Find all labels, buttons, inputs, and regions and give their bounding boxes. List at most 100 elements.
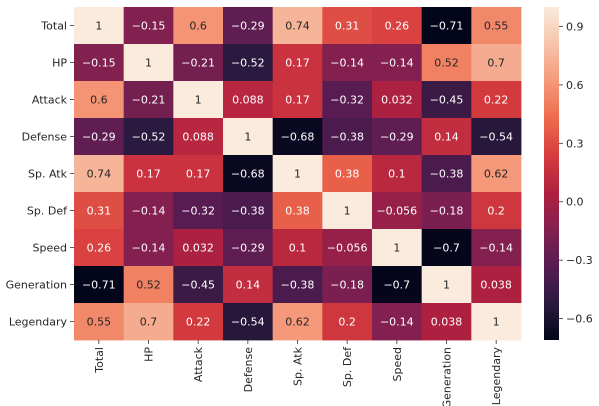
heatmap-cell	[123, 266, 174, 304]
heatmap-cell	[471, 155, 522, 193]
cell-value-label: 0.17	[285, 57, 310, 70]
heatmap-cell	[421, 266, 472, 304]
y-tick-label: Generation	[6, 279, 67, 292]
heatmap-cell	[421, 155, 472, 193]
cell-value-label: 0.31	[87, 205, 112, 218]
cell-value-label: 0.038	[431, 316, 463, 329]
heatmap-cell	[322, 155, 373, 193]
heatmap-cell	[372, 7, 423, 45]
heatmap-cell	[471, 81, 522, 119]
y-axis: Total HP Attack Defense Sp. Atk Sp. Def Speed G…	[6, 20, 74, 329]
heatmap-cell	[272, 192, 323, 230]
cell-value-label: 0.7	[487, 57, 505, 70]
heatmap-cell	[223, 44, 274, 82]
cell-value-label: 0.2	[338, 316, 356, 329]
heatmap-cell	[322, 266, 373, 304]
cell-value-label: 1	[244, 131, 251, 144]
heatmap-cell	[123, 229, 174, 267]
heatmap-cell	[223, 266, 274, 304]
heatmap-cell	[74, 303, 125, 341]
heatmap-cell	[272, 266, 323, 304]
heatmap-cell	[123, 155, 174, 193]
heatmap-cell	[123, 303, 174, 341]
cell-value-label: −0.52	[132, 131, 166, 144]
cell-value-label: 0.1	[289, 242, 307, 255]
y-tick-label: HP	[52, 57, 67, 70]
cell-value-label: 0.62	[285, 316, 310, 329]
heatmap-cell	[123, 7, 174, 45]
cell-value-label: 0.55	[484, 20, 509, 33]
heatmap-cell	[471, 192, 522, 230]
heatmap-cell	[421, 229, 472, 267]
heatmap-cell	[372, 303, 423, 341]
cell-value-label: 0.088	[182, 131, 214, 144]
heatmap-cell	[421, 81, 472, 119]
heatmap-cell	[421, 44, 472, 82]
heatmap-cell	[173, 44, 224, 82]
cell-value-label: −0.7	[433, 242, 460, 255]
cell-value-label: 0.032	[182, 242, 214, 255]
heatmap-cell	[471, 229, 522, 267]
heatmap-cell	[223, 81, 274, 119]
heatmap-cell	[421, 7, 472, 45]
x-tick-label: Attack	[192, 346, 205, 382]
x-tick-label: Speed	[391, 347, 404, 381]
heatmap-cell	[272, 155, 323, 193]
cell-value-label: 1	[195, 94, 202, 107]
cell-value-label: 0.62	[484, 168, 509, 181]
cell-value-label: 0.52	[434, 57, 459, 70]
heatmap-cell	[272, 81, 323, 119]
cell-annotations: 1 −0.15 0.6 −0.29 0.74 0.31 0.26 −0.71 0.55−0.15…	[82, 20, 513, 329]
heatmap-cell	[223, 303, 274, 341]
x-tick-label: Defense	[242, 347, 255, 393]
cell-value-label: 0.31	[335, 20, 360, 33]
heatmap-cell	[322, 7, 373, 45]
heatmap-cell	[272, 7, 323, 45]
heatmap-cell	[471, 44, 522, 82]
cell-value-label: −0.29	[231, 242, 265, 255]
cell-value-label: −0.15	[82, 57, 116, 70]
heatmap-cell	[223, 155, 274, 193]
colorbar-tick-label: 0.6	[566, 79, 584, 92]
heatmap-cell	[173, 7, 224, 45]
heatmap-cell	[471, 118, 522, 156]
colorbar-tick-label: −0.3	[566, 254, 593, 267]
cell-value-label: −0.056	[327, 242, 368, 255]
colorbar-gradient	[544, 7, 559, 340]
x-axis: Total HP Attack Defense Sp. Atk Sp. Def Speed G…	[93, 340, 503, 406]
cell-value-label: 0.14	[434, 131, 459, 144]
heatmap-cell	[223, 192, 274, 230]
x-tick-label: Legendary	[490, 347, 503, 406]
cell-value-label: −0.38	[281, 279, 315, 292]
heatmap-cell	[421, 192, 472, 230]
cell-value-label: −0.38	[330, 131, 364, 144]
heatmap-cell	[471, 303, 522, 341]
heatmap-cell	[471, 266, 522, 304]
cell-value-label: −0.68	[281, 131, 315, 144]
heatmap-cell	[372, 118, 423, 156]
cell-value-label: 0.17	[136, 168, 161, 181]
heatmap-cell	[74, 192, 125, 230]
heatmap-cell	[471, 7, 522, 45]
heatmap-cell	[123, 44, 174, 82]
cell-value-label: 1	[493, 316, 500, 329]
y-tick-label: Speed	[33, 242, 67, 255]
cell-value-label: −0.29	[380, 131, 414, 144]
cell-value-label: 0.74	[87, 168, 112, 181]
cell-value-label: −0.54	[479, 131, 513, 144]
x-tick-label: Generation	[441, 347, 454, 406]
heatmap-cell	[322, 81, 373, 119]
cell-value-label: 0.17	[285, 94, 310, 107]
y-tick-label: Legendary	[9, 316, 68, 329]
cell-value-label: −0.32	[330, 94, 364, 107]
heatmap-cell	[223, 7, 274, 45]
cell-value-label: −0.21	[181, 57, 215, 70]
x-tick-label: HP	[143, 347, 156, 362]
cell-value-label: −0.29	[231, 20, 265, 33]
cell-value-label: 0.6	[189, 20, 207, 33]
cell-value-label: 1	[294, 168, 301, 181]
cell-value-label: 0.088	[232, 94, 264, 107]
heatmap-cell	[372, 266, 423, 304]
cell-value-label: 0.38	[335, 168, 360, 181]
heatmap-cell	[173, 229, 224, 267]
